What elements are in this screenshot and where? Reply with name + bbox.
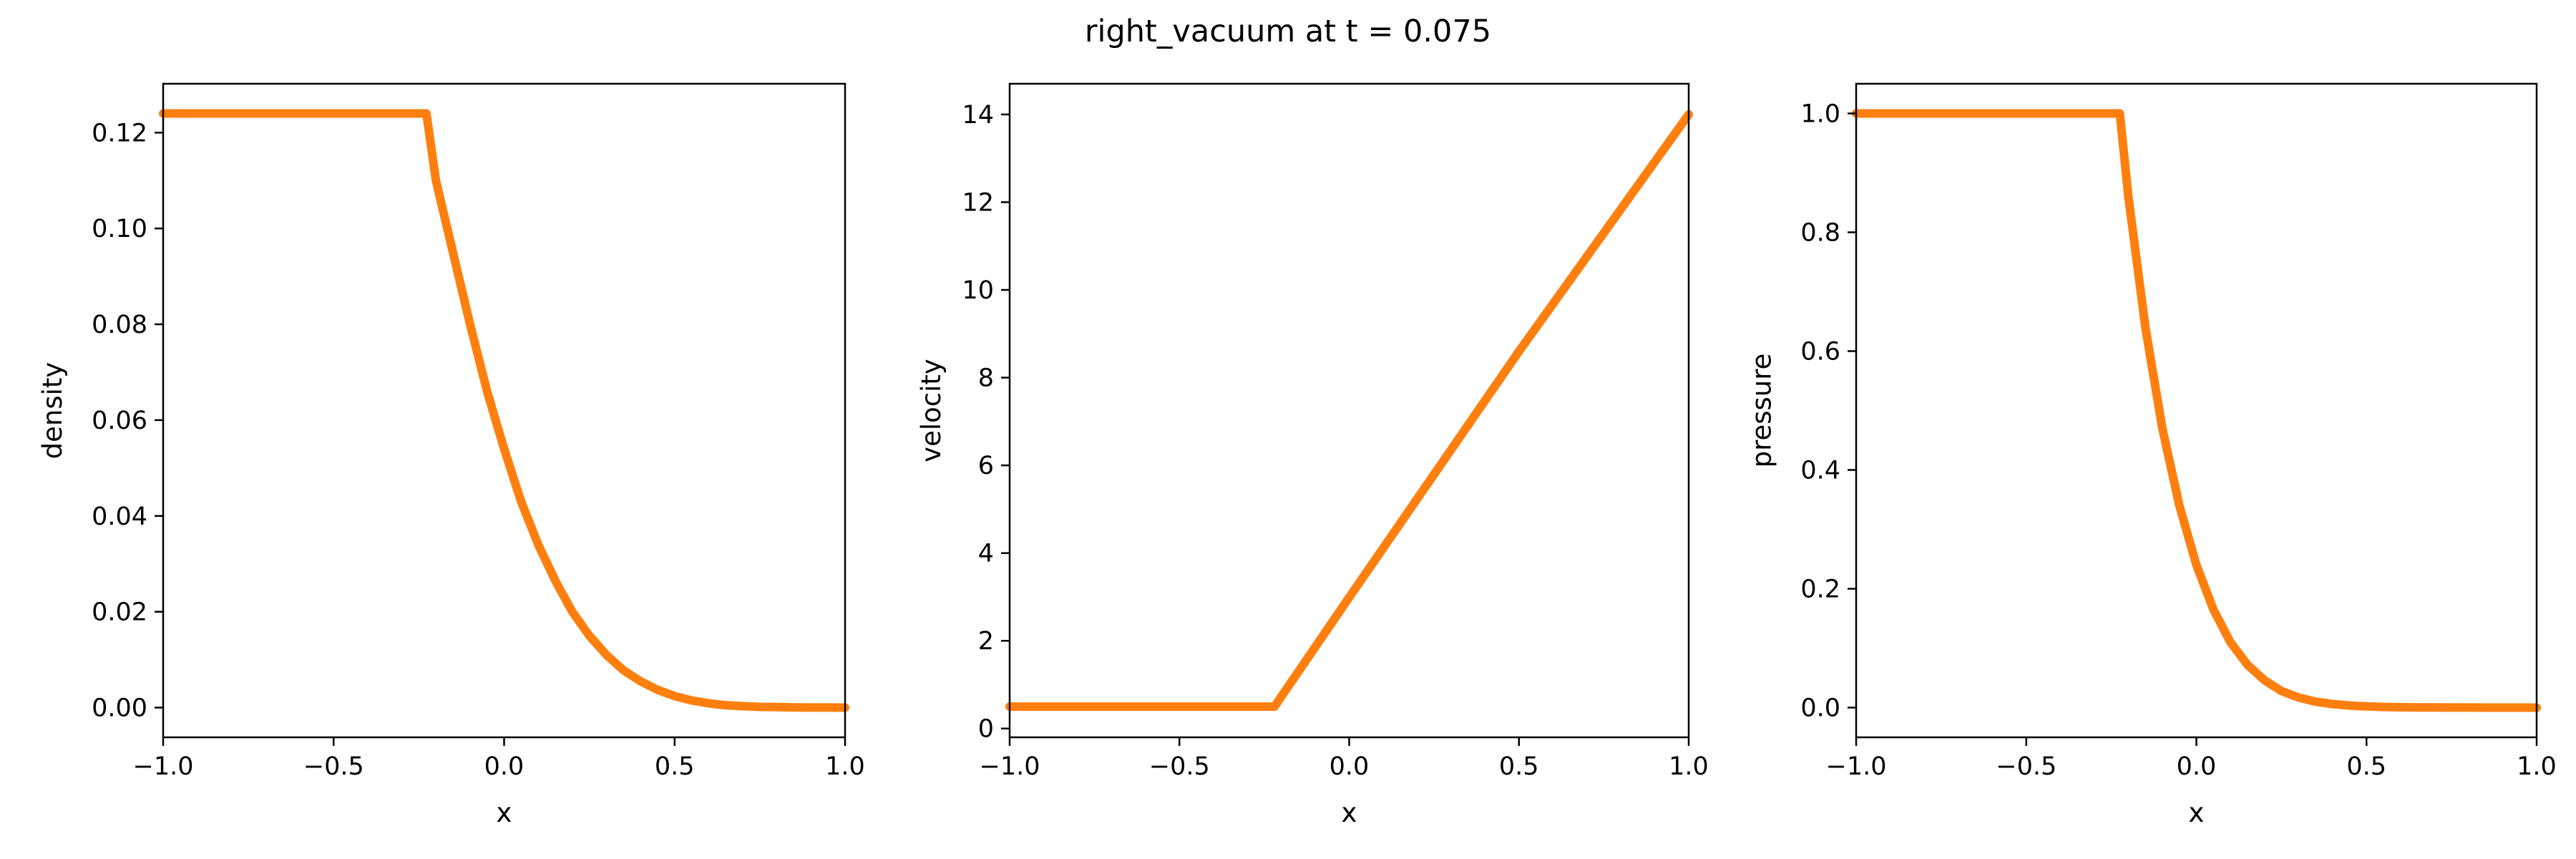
velocity-xtick-label: 0.5 (1499, 752, 1539, 781)
pressure-xtick-label: 0.5 (2346, 752, 2386, 781)
pressure-yaxis-label: pressure (1747, 354, 1777, 468)
density-ytick-label: 0.04 (92, 503, 147, 531)
velocity-xtick-label: 1.0 (1669, 752, 1709, 781)
figure-title: right_vacuum at t = 0.075 (1085, 14, 1491, 49)
pressure-axes-frame (1855, 82, 2538, 739)
pressure-xaxis-label: x (2189, 797, 2205, 828)
density-xtick-label: 0.0 (484, 752, 525, 781)
pressure-series-line (1852, 109, 2541, 712)
pressure-xtick-label: −0.5 (1996, 752, 2057, 781)
density-ytick-label: 0.10 (92, 215, 147, 243)
velocity-ytick-label: 8 (978, 364, 994, 393)
density-ytick-label: 0.06 (92, 407, 147, 435)
density-xtick-label: −1.0 (133, 752, 194, 781)
pressure-xtick-label: −1.0 (1826, 752, 1887, 781)
density-yaxis-label: density (37, 362, 68, 460)
velocity-ytick-label: 2 (978, 627, 994, 656)
velocity-ytick-label: 10 (962, 276, 994, 305)
pressure-xtick-label: 0.0 (2177, 752, 2217, 781)
velocity-axes-frame (1008, 82, 1690, 739)
velocity-yaxis-label: velocity (916, 359, 947, 462)
pressure-ytick-label: 1.0 (1800, 100, 1840, 129)
velocity-xtick-label: −0.5 (1149, 752, 1210, 781)
pressure-ytick-label: 0.2 (1800, 576, 1840, 604)
density-series-line (159, 109, 849, 712)
velocity-ytick-label: 12 (962, 188, 994, 217)
subplots: −1.0 −0.5 0.0 0.5 1.00.000.020.040.060.080.1… (37, 82, 2557, 828)
density-ytick-label: 0.08 (92, 311, 147, 339)
density-xtick-label: −0.5 (303, 752, 364, 781)
pressure-ytick-label: 0.8 (1800, 219, 1840, 248)
velocity-ytick-label: 6 (978, 452, 994, 480)
density-xtick-label: 0.5 (655, 752, 695, 781)
velocity-ytick-label: 14 (962, 101, 994, 130)
density-ytick-label: 0.00 (92, 694, 147, 723)
velocity-series-line (1005, 110, 1693, 712)
velocity-xaxis-label: x (1342, 797, 1357, 828)
density-xaxis-label: x (497, 797, 512, 828)
pressure-xtick-label: 1.0 (2517, 752, 2557, 781)
density-xtick-label: 1.0 (825, 752, 865, 781)
velocity-xtick-label: −1.0 (980, 752, 1040, 781)
pressure-panel: −1.0 −0.5 0.0 0.5 1.0 0.0 0.2 0.4 0.6 0.8 1.0 x pres… (1747, 82, 2557, 828)
density-panel: −1.0 −0.5 0.0 0.5 1.0 0.00 0.02 0.04 0.06 0.08 0.1… (37, 82, 865, 828)
velocity-xtick-label: 0.0 (1330, 752, 1370, 781)
pressure-ytick-label: 0.0 (1800, 694, 1840, 723)
density-ytick-label: 0.12 (92, 119, 147, 147)
velocity-ytick-label: 0 (978, 715, 994, 744)
velocity-ytick-label: 4 (978, 540, 994, 568)
density-axes-frame (162, 82, 847, 739)
pressure-ytick-label: 0.6 (1800, 338, 1840, 367)
velocity-panel: −1.0 −0.5 0.0 0.5 1.0 0 2 4 6 8 10 12 14 x velocity (916, 82, 1709, 828)
density-ytick-label: 0.02 (92, 598, 147, 627)
pressure-ytick-label: 0.4 (1800, 457, 1840, 485)
